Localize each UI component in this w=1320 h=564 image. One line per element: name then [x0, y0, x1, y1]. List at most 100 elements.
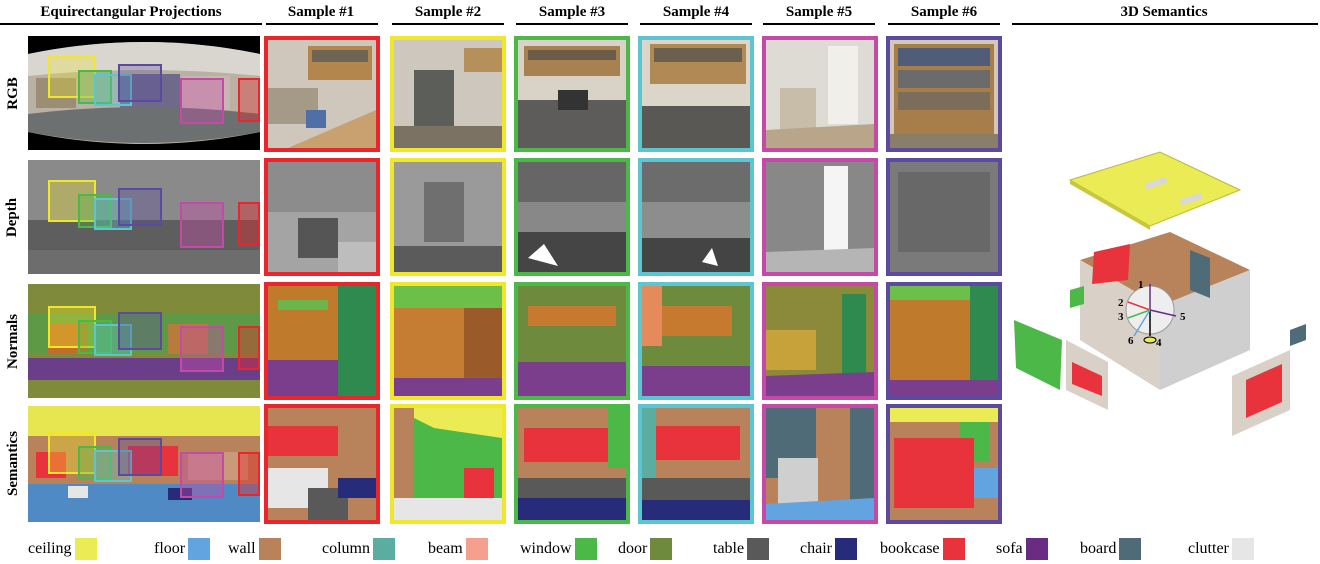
- sample-1-rule: [266, 23, 378, 25]
- semantics-sample-4: [638, 404, 754, 524]
- overlay-sem-sample-4: [94, 450, 132, 482]
- normals-sample-2: [390, 282, 506, 400]
- sample-2-header: Sample #2: [414, 4, 482, 20]
- overlay-normals-sample-2: [48, 306, 96, 348]
- depth-sample-6: [886, 158, 1002, 276]
- sample-5-header: Sample #5: [785, 4, 853, 20]
- legend-swatch: [1119, 538, 1142, 560]
- legend-item-table: table: [713, 538, 770, 560]
- row-label-depth: Depth: [4, 197, 21, 237]
- depth-sample-4: [638, 158, 754, 276]
- normals-sample-6: [886, 282, 1002, 400]
- semantics-3d-view: 1 2 3 4 5 6: [1010, 140, 1320, 440]
- legend-swatch: [188, 538, 211, 560]
- legend-item-column: column: [322, 538, 395, 560]
- legend-item-beam: beam: [428, 538, 488, 560]
- legend-swatch: [650, 538, 673, 560]
- pano-rgb: [28, 36, 260, 150]
- overlay-sem-sample-5: [180, 452, 224, 498]
- semantics3d-header: 3D Semantics: [1120, 4, 1208, 20]
- axis-label-5: 5: [1180, 311, 1186, 323]
- overlay-sample-6: [118, 64, 162, 102]
- semantics-sample-5: [762, 404, 878, 524]
- legend-item-sofa: sofa: [996, 538, 1048, 560]
- legend-item-window: window: [520, 538, 597, 560]
- legend-label: sofa: [996, 540, 1023, 557]
- legend-item-floor: floor: [154, 538, 211, 560]
- row-label-rgb: RGB: [4, 76, 21, 110]
- depth-sample-2: [390, 158, 506, 276]
- overlay-depth-sample-1: [238, 202, 260, 246]
- row-label-normals: Normals: [4, 313, 21, 369]
- legend-swatch: [1231, 538, 1254, 560]
- normals-sample-4: [638, 282, 754, 400]
- legend-swatch: [834, 538, 857, 560]
- legend-label: board: [1080, 540, 1117, 557]
- sample-6-rule: [888, 23, 1000, 25]
- overlay-sample-1: [238, 78, 260, 122]
- legend-label: bookcase: [880, 540, 940, 557]
- overlay-depth-sample-5: [180, 202, 224, 248]
- semantics-sample-1: [264, 404, 380, 524]
- overlay-depth-sample-4: [94, 198, 132, 230]
- legend-swatch: [942, 538, 965, 560]
- axis-label-6: 6: [1128, 335, 1134, 347]
- rgb-sample-3: [514, 36, 630, 152]
- overlay-normals-sample-6: [118, 312, 162, 350]
- row-label-semantics: Semantics: [4, 430, 21, 496]
- legend-label: ceiling: [28, 540, 72, 557]
- legend-label: table: [713, 540, 745, 557]
- pano-depth: [28, 160, 260, 274]
- legend-item-door: door: [618, 538, 673, 560]
- legend-label: window: [520, 540, 572, 557]
- legend-label: column: [322, 540, 370, 557]
- legend-item-chair: chair: [800, 538, 857, 560]
- legend-swatch: [1025, 538, 1048, 560]
- sample-2-rule: [392, 23, 504, 25]
- equirect-header: Equirectangular Projections: [40, 4, 222, 20]
- overlay-sample-5: [180, 78, 224, 124]
- legend-swatch: [747, 538, 770, 560]
- axis-label-1: 1: [1138, 279, 1144, 291]
- pano-normals: [28, 284, 260, 398]
- legend-label: beam: [428, 540, 463, 557]
- semantics-sample-6: [886, 404, 1002, 524]
- rgb-sample-1: [264, 36, 380, 152]
- legend-swatch: [258, 538, 281, 560]
- normals-sample-3: [514, 282, 630, 400]
- legend-swatch: [574, 538, 597, 560]
- legend-item-wall: wall: [228, 538, 281, 560]
- legend-swatch: [465, 538, 488, 560]
- legend-item-board: board: [1080, 538, 1142, 560]
- overlay-normals-sample-4: [94, 324, 132, 356]
- axis-label-4: 4: [1156, 337, 1162, 349]
- rgb-sample-5: [762, 36, 878, 152]
- equirect-header-rule: [0, 23, 262, 25]
- legend-label: door: [618, 540, 648, 557]
- axis-label-3: 3: [1118, 311, 1124, 323]
- overlay-depth-sample-6: [118, 188, 162, 226]
- legend-label: floor: [154, 540, 186, 557]
- normals-sample-1: [264, 282, 380, 400]
- overlay-sem-sample-6: [118, 438, 162, 476]
- normals-sample-5: [762, 282, 878, 400]
- rgb-sample-4: [638, 36, 754, 152]
- axis-label-2: 2: [1118, 297, 1124, 309]
- overlay-normals-sample-5: [180, 326, 224, 372]
- legend-label: wall: [228, 540, 256, 557]
- depth-sample-5: [762, 158, 878, 276]
- overlay-normals-sample-1: [238, 326, 260, 370]
- depth-sample-3: [514, 158, 630, 276]
- sample-3-header: Sample #3: [538, 4, 606, 20]
- rgb-sample-6: [886, 36, 1002, 152]
- legend-item-clutter: clutter: [1188, 538, 1254, 560]
- legend-label: clutter: [1188, 540, 1229, 557]
- overlay-sem-sample-1: [238, 452, 260, 496]
- sample-5-rule: [763, 23, 875, 25]
- sample-4-header: Sample #4: [662, 4, 730, 20]
- legend-item-bookcase: bookcase: [880, 538, 965, 560]
- semantics3d-rule: [1012, 23, 1318, 25]
- sample-4-rule: [640, 23, 752, 25]
- legend-label: chair: [800, 540, 832, 557]
- semantics-sample-3: [514, 404, 630, 524]
